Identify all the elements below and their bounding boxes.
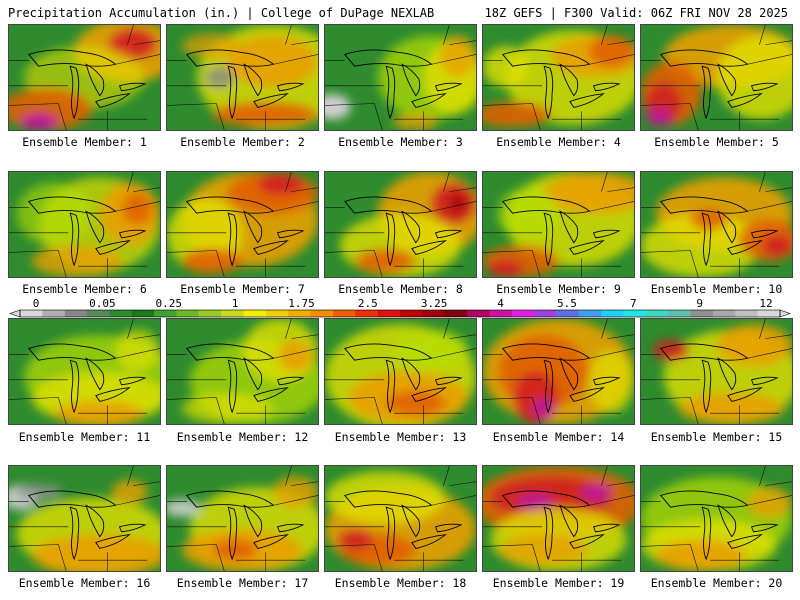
- ensemble-member-label-3: Ensemble Member: 3: [338, 135, 463, 149]
- colorbar-swatch: [355, 310, 379, 317]
- colorbar-swatch: [265, 310, 289, 317]
- ensemble-member-map-19: [482, 465, 635, 572]
- colorbar-swatch: [400, 310, 423, 317]
- ensemble-member-map-20: [640, 465, 793, 572]
- ensemble-member-map-15: [640, 318, 793, 425]
- ensemble-member-label-19: Ensemble Member: 19: [492, 576, 625, 590]
- colorbar-tick-label: 0: [33, 297, 40, 310]
- ensemble-member-label-10: Ensemble Member: 10: [650, 282, 783, 296]
- colorbar-swatch: [377, 310, 401, 317]
- ensemble-member-map-6: [8, 171, 161, 278]
- ensemble-member-map-4: [482, 24, 635, 131]
- ensemble-member-label-2: Ensemble Member: 2: [180, 135, 305, 149]
- colorbar-swatch: [735, 310, 759, 317]
- ensemble-member-map-16: [8, 465, 161, 572]
- colorbar-swatch: [243, 310, 267, 317]
- ensemble-member-label-4: Ensemble Member: 4: [496, 135, 621, 149]
- ensemble-member-label-6: Ensemble Member: 6: [22, 282, 147, 296]
- colorbar-swatch: [422, 310, 446, 317]
- colorbar-tick-label: 4: [497, 297, 504, 310]
- ensemble-member-map-5: [640, 24, 793, 131]
- colorbar-swatch: [757, 310, 781, 317]
- colorbar-swatch: [64, 310, 88, 317]
- colorbar-swatch: [198, 310, 222, 317]
- colorbar-swatch: [444, 310, 468, 317]
- model-run-info: 18Z GEFS | F300 Valid: 06Z FRI NOV 28 20…: [484, 6, 788, 20]
- colorbar-swatch: [288, 310, 312, 317]
- colorbar-max-arrow: [779, 309, 791, 318]
- colorbar-tick-label: 9: [696, 297, 703, 310]
- ensemble-member-map-17: [166, 465, 319, 572]
- ensemble-member-map-2: [166, 24, 319, 131]
- ensemble-member-label-7: Ensemble Member: 7: [180, 282, 305, 296]
- colorbar-swatch: [467, 310, 490, 317]
- colorbar-swatch: [20, 310, 43, 317]
- colorbar-swatch: [534, 310, 557, 317]
- ensemble-member-label-17: Ensemble Member: 17: [176, 576, 309, 590]
- ensemble-member-map-3: [324, 24, 477, 131]
- colorbar-swatch: [645, 310, 669, 317]
- ensemble-member-map-7: [166, 171, 319, 278]
- ensemble-member-label-15: Ensemble Member: 15: [650, 430, 783, 444]
- colorbar-swatch: [176, 310, 200, 317]
- ensemble-member-label-5: Ensemble Member: 5: [654, 135, 779, 149]
- colorbar-swatch: [332, 310, 356, 317]
- colorbar-swatch: [511, 310, 535, 317]
- colorbar-swatch: [489, 310, 513, 317]
- colorbar-swatch: [601, 310, 625, 317]
- colorbar-swatch: [154, 310, 177, 317]
- colorbar-swatch: [131, 310, 155, 317]
- colorbar-swatch: [87, 310, 110, 317]
- ensemble-member-map-14: [482, 318, 635, 425]
- colorbar-swatch: [668, 310, 692, 317]
- colorbar-tick-label: 1.75: [288, 297, 315, 310]
- colorbar-swatch: [221, 310, 245, 317]
- colorbar-swatch: [712, 310, 736, 317]
- ensemble-member-label-13: Ensemble Member: 13: [334, 430, 467, 444]
- colorbar-swatch: [310, 310, 334, 317]
- ensemble-member-label-16: Ensemble Member: 16: [18, 576, 151, 590]
- colorbar-swatch: [42, 310, 66, 317]
- ensemble-member-label-9: Ensemble Member: 9: [496, 282, 621, 296]
- ensemble-member-map-13: [324, 318, 477, 425]
- colorbar-min-arrow: [9, 309, 21, 318]
- colorbar-swatch: [556, 310, 580, 317]
- ensemble-member-map-12: [166, 318, 319, 425]
- colorbar-swatch: [578, 310, 602, 317]
- colorbar-tick-label: 2.5: [358, 297, 378, 310]
- precipitation-colorbar: 0 0.05 0.25 1 1.75 2.5 3.25 4 5.5 7 9 12: [9, 297, 791, 318]
- colorbar-tick-label: 12: [759, 297, 772, 310]
- ensemble-member-label-12: Ensemble Member: 12: [176, 430, 309, 444]
- ensemble-member-label-11: Ensemble Member: 11: [18, 430, 151, 444]
- ensemble-member-label-1: Ensemble Member: 1: [22, 135, 147, 149]
- ensemble-member-label-8: Ensemble Member: 8: [338, 282, 463, 296]
- ensemble-member-map-9: [482, 171, 635, 278]
- colorbar-tick-label: 1: [232, 297, 239, 310]
- colorbar-tick-label: 0.25: [155, 297, 182, 310]
- ensemble-member-map-10: [640, 171, 793, 278]
- colorbar-swatch: [623, 310, 647, 317]
- colorbar-tick-label: 5.5: [557, 297, 577, 310]
- colorbar-tick-label: 7: [630, 297, 637, 310]
- ensemble-member-label-20: Ensemble Member: 20: [650, 576, 783, 590]
- ensemble-member-label-18: Ensemble Member: 18: [334, 576, 467, 590]
- ensemble-member-map-8: [324, 171, 477, 278]
- colorbar-swatch: [109, 310, 133, 317]
- map-title: Precipitation Accumulation (in.) | Colle…: [8, 6, 435, 20]
- ensemble-member-map-1: [8, 24, 161, 131]
- colorbar-swatch: [690, 310, 714, 317]
- ensemble-member-map-18: [324, 465, 477, 572]
- ensemble-member-label-14: Ensemble Member: 14: [492, 430, 625, 444]
- colorbar-tick-label: 3.25: [421, 297, 448, 310]
- colorbar-tick-label: 0.05: [89, 297, 116, 310]
- ensemble-member-map-11: [8, 318, 161, 425]
